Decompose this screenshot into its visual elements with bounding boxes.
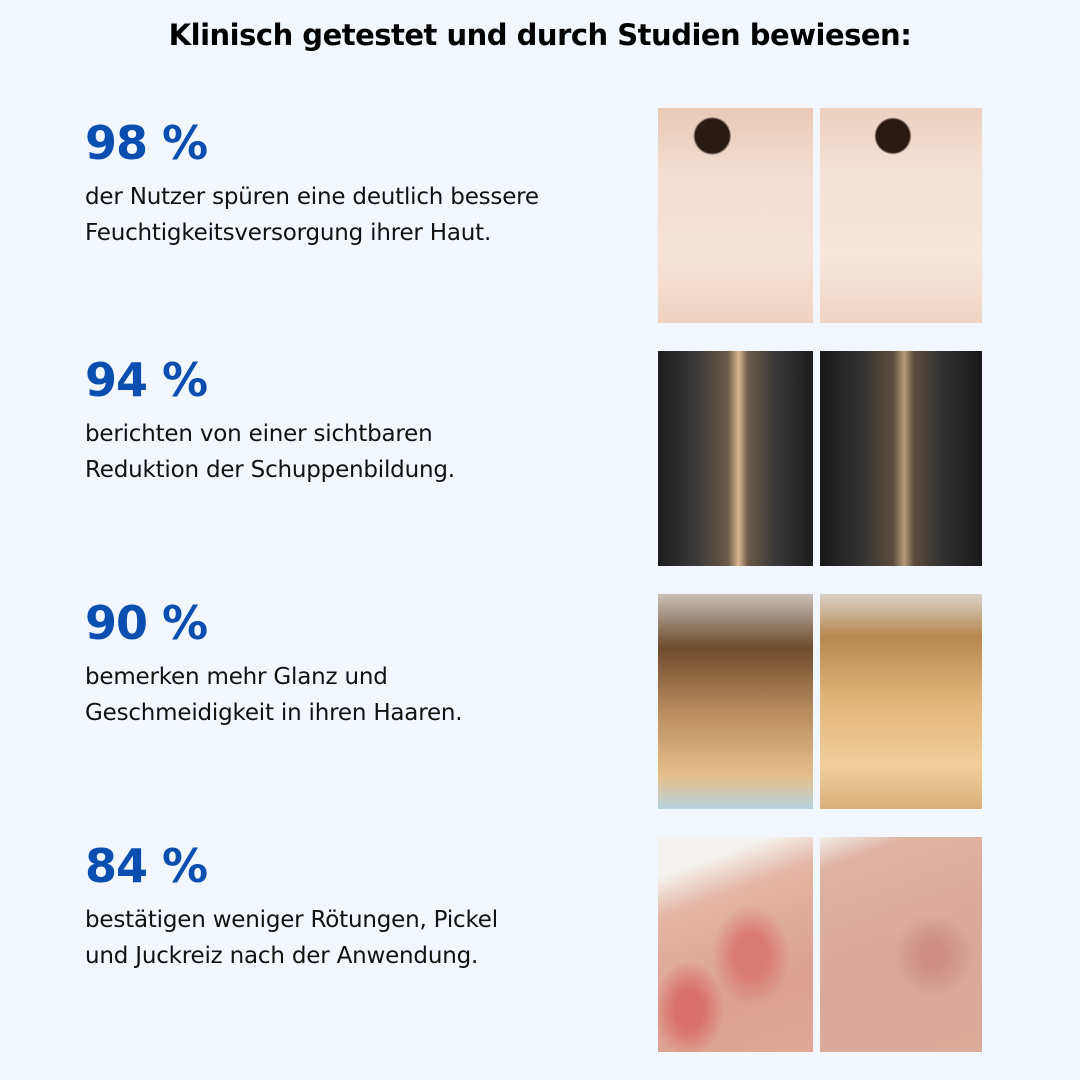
stat-description: berichten von einer sichtbaren Reduktion …: [85, 421, 455, 483]
stat-percent: 98 %: [85, 116, 208, 170]
stat-hair-shine: 90 % bemerken mehr Glanz und Geschmeidigk…: [85, 595, 625, 731]
stat-dandruff: 94 % berichten von einer sichtbaren Reduk…: [85, 352, 625, 488]
page-title: Klinisch getestet und durch Studien bewi…: [168, 18, 912, 52]
stat-percent: 84 %: [85, 839, 208, 893]
after-image-scalp: [820, 351, 982, 566]
after-image-arm: [820, 837, 982, 1052]
stat-redness: 84 % bestätigen weniger Rötungen, Pickel…: [85, 838, 625, 974]
before-image-hair: [658, 594, 813, 809]
after-image-skin: [820, 108, 982, 323]
stat-description: der Nutzer spüren eine deutlich bessere F…: [85, 184, 539, 246]
after-image-hair: [820, 594, 982, 809]
stat-percent: 94 %: [85, 353, 208, 407]
before-image-skin: [658, 108, 813, 323]
stat-description: bestätigen weniger Rötungen, Pickel und J…: [85, 907, 498, 969]
stat-skin-moisture: 98 % der Nutzer spüren eine deutlich bes…: [85, 115, 625, 251]
before-image-arm: [658, 837, 813, 1052]
before-image-scalp: [658, 351, 813, 566]
stat-percent: 90 %: [85, 596, 208, 650]
stat-description: bemerken mehr Glanz und Geschmeidigkeit i…: [85, 664, 463, 726]
